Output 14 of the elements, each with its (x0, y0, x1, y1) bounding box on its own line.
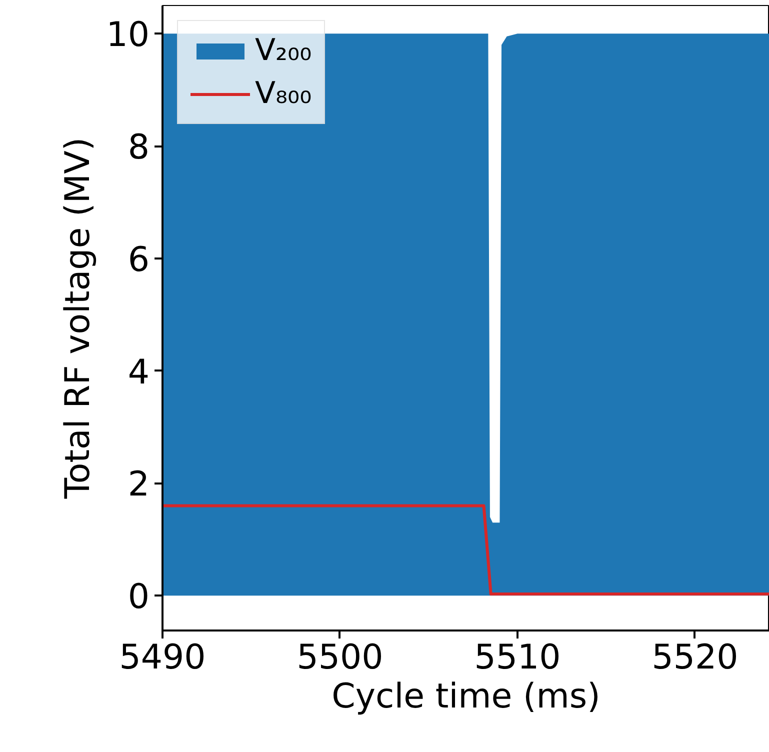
x-tick-label: 5520 (652, 638, 738, 678)
y-tick-label: 0 (128, 577, 150, 618)
x-tick-label: 5510 (474, 638, 561, 678)
y-tick-label: 10 (106, 15, 150, 56)
y-tick-label: 8 (128, 128, 150, 168)
legend-label: V₂₀₀ (255, 33, 312, 68)
x-axis-title: Cycle time (ms) (332, 676, 600, 716)
y-tick-label: 6 (128, 240, 150, 280)
y-tick-label: 4 (128, 352, 150, 392)
y-tick-label: 2 (128, 464, 150, 505)
x-tick-label: 5500 (296, 638, 384, 678)
legend-label: V₈₀₀ (255, 76, 312, 111)
x-tick-label: 5490 (119, 638, 206, 678)
y-axis-title: Total RF voltage (MV) (58, 137, 98, 500)
